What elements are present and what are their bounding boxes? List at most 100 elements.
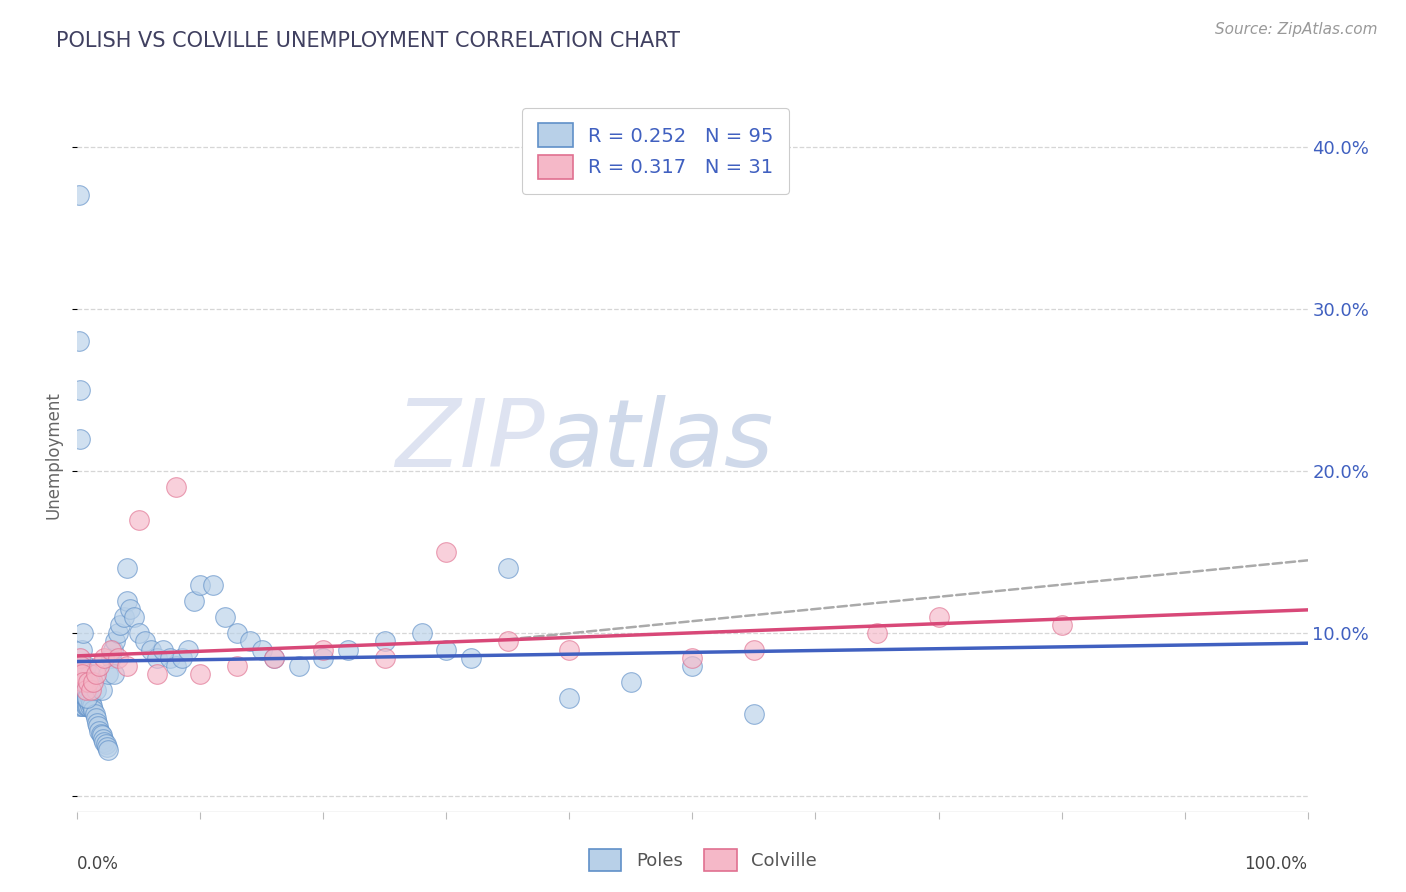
Point [165, 658, 187, 673]
Point [83, 707, 105, 722]
Point [67, 334, 90, 349]
Point [177, 642, 200, 657]
Point [75, 658, 97, 673]
Point [312, 642, 335, 657]
Point [87, 719, 110, 733]
Point [70, 678, 93, 692]
Point [77, 694, 100, 708]
Point [70, 642, 93, 657]
Point [84, 683, 107, 698]
Point [742, 707, 765, 722]
Point [73, 675, 96, 690]
Point [77, 675, 100, 690]
Point [100, 650, 122, 665]
Point [69, 683, 91, 698]
Point [101, 642, 124, 657]
Point [742, 642, 765, 657]
Point [436, 545, 458, 559]
Point [93, 735, 115, 749]
Point [76, 691, 98, 706]
Text: Source: ZipAtlas.com: Source: ZipAtlas.com [1215, 22, 1378, 37]
Point [76, 699, 98, 714]
Point [79, 691, 101, 706]
Text: POLISH VS COLVILLE UNEMPLOYMENT CORRELATION CHART: POLISH VS COLVILLE UNEMPLOYMENT CORRELAT… [56, 31, 681, 51]
Point [250, 642, 273, 657]
Point [337, 642, 360, 657]
Point [75, 691, 97, 706]
Point [263, 650, 285, 665]
Point [67, 666, 90, 681]
Point [1050, 618, 1073, 632]
Point [70, 658, 93, 673]
Point [73, 694, 96, 708]
Text: ZIP: ZIP [395, 395, 546, 486]
Point [70, 686, 93, 700]
Point [90, 683, 114, 698]
Point [115, 658, 138, 673]
Point [79, 699, 101, 714]
Y-axis label: Unemployment: Unemployment [44, 391, 62, 519]
Point [72, 699, 94, 714]
Point [77, 699, 100, 714]
Point [374, 634, 396, 648]
Point [112, 610, 135, 624]
Point [72, 675, 94, 690]
Point [682, 650, 704, 665]
Point [411, 626, 433, 640]
Point [67, 188, 90, 202]
Point [70, 666, 93, 681]
Point [159, 650, 181, 665]
Point [146, 666, 169, 681]
Point [682, 658, 704, 673]
Point [90, 729, 114, 743]
Point [70, 699, 93, 714]
Point [312, 650, 335, 665]
Point [72, 691, 94, 706]
Point [67, 675, 90, 690]
Point [89, 723, 111, 738]
Point [70, 683, 93, 698]
Point [76, 691, 98, 706]
Point [134, 634, 156, 648]
Text: atlas: atlas [546, 395, 773, 486]
Point [107, 626, 129, 640]
Point [120, 602, 142, 616]
Point [115, 561, 138, 575]
Point [288, 658, 311, 673]
Point [94, 737, 117, 751]
Point [67, 699, 90, 714]
Point [80, 683, 103, 698]
Point [69, 650, 91, 665]
Point [620, 675, 643, 690]
Point [69, 675, 91, 690]
Point [115, 594, 138, 608]
Point [190, 666, 212, 681]
Point [436, 642, 458, 657]
Legend: Poles, Colville: Poles, Colville [582, 842, 824, 879]
Point [104, 634, 127, 648]
Point [165, 480, 187, 494]
Point [201, 577, 224, 591]
Point [69, 432, 91, 446]
Point [89, 658, 111, 673]
Point [496, 634, 519, 648]
Point [107, 650, 129, 665]
Point [70, 694, 93, 708]
Point [214, 610, 236, 624]
Point [152, 642, 174, 657]
Point [190, 577, 212, 591]
Point [239, 634, 262, 648]
Point [79, 666, 101, 681]
Point [374, 650, 396, 665]
Point [96, 739, 118, 754]
Point [69, 383, 91, 397]
Point [128, 513, 150, 527]
Point [183, 594, 205, 608]
Point [226, 658, 249, 673]
Point [70, 691, 93, 706]
Text: 100.0%: 100.0% [1244, 855, 1308, 872]
Point [170, 650, 193, 665]
Point [69, 691, 91, 706]
Point [72, 626, 94, 640]
Point [84, 711, 107, 725]
